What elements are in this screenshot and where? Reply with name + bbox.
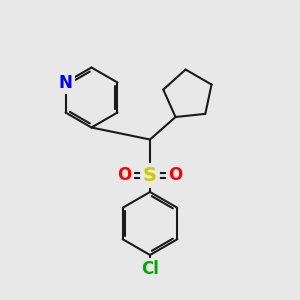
Text: O: O: [168, 167, 183, 184]
Text: S: S: [143, 166, 157, 185]
Text: O: O: [117, 167, 132, 184]
Text: N: N: [58, 74, 73, 92]
Text: Cl: Cl: [141, 260, 159, 278]
